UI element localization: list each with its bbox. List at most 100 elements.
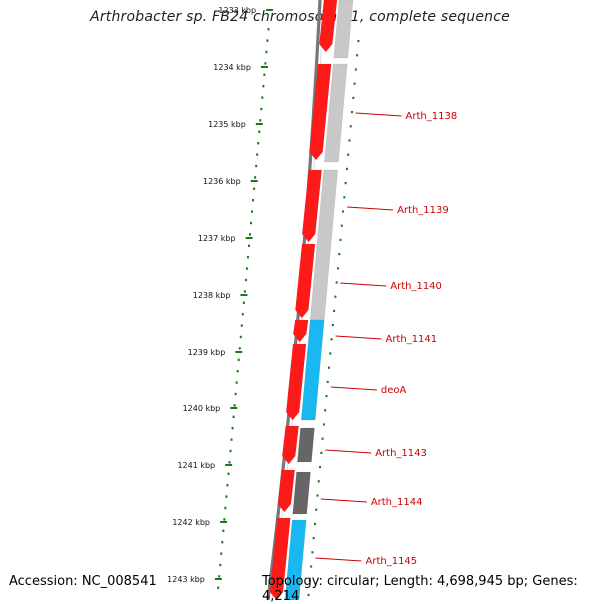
gene-callout-line (320, 498, 367, 503)
ruler-tick-major (225, 464, 233, 466)
gene-block-reverse (333, 0, 354, 59)
gene-arrow-forward (285, 343, 307, 421)
ruler-tick-minor (233, 404, 236, 407)
gene-axis-tick-minor (352, 96, 355, 99)
ruler-tick-minor (229, 449, 232, 453)
ruler-tick-minor (232, 415, 235, 418)
ruler-tick-minor (261, 96, 264, 99)
ruler-tick-minor (256, 153, 259, 156)
kbp-label: 1235 kbp (208, 120, 246, 129)
gene-axis-tick-minor (331, 324, 334, 327)
ruler-tick-minor (243, 290, 246, 293)
gene-arrow-forward (309, 63, 332, 161)
gene-block-reverse (324, 63, 348, 163)
gene-axis-tick-minor (328, 366, 331, 369)
gene-label-deoa: deoA (381, 385, 407, 396)
kbp-label: 1237 kbp (198, 234, 236, 243)
gene-axis-tick-minor (324, 409, 327, 412)
gene-axis-tick-minor (307, 593, 310, 596)
ruler-tick-major (235, 351, 243, 353)
kbp-label: 1240 kbp (183, 404, 221, 413)
ruler-ticks (214, 9, 360, 596)
ruler-tick-minor (244, 278, 247, 282)
ruler-tick-major (230, 407, 238, 409)
ruler-tick-minor (262, 85, 265, 88)
gene-callout-line (315, 557, 362, 562)
gene-axis-tick-minor (316, 494, 319, 497)
gene-label-arth_1145: Arth_1145 (366, 556, 418, 567)
gene-axis-tick-minor (357, 40, 360, 43)
kbp-label: 1238 kbp (193, 291, 231, 300)
gene-arrow-forward (319, 0, 338, 53)
ruler-tick-major (240, 294, 248, 296)
gene-callout-line (335, 335, 382, 340)
gene-axis-tick-minor (342, 210, 345, 213)
gene-axis-tick-minor (325, 395, 328, 398)
gene-arrow-forward (281, 425, 299, 465)
ruler-tick-minor (257, 142, 260, 145)
gene-axis-tick-minor (354, 68, 357, 71)
gene-axis-tick-minor (312, 537, 315, 540)
ruler-tick-minor (241, 313, 244, 316)
gene-axis-tick-minor (319, 466, 322, 469)
ruler-tick-minor (236, 370, 239, 373)
ruler-tick-minor (224, 506, 227, 510)
ruler-tick-minor (266, 39, 269, 42)
ruler-tick-major (245, 237, 253, 239)
ruler-tick-major (266, 9, 274, 11)
ruler-tick-minor (263, 73, 266, 76)
gene-axis-tick-minor (322, 423, 325, 426)
kbp-label: 1236 kbp (203, 177, 241, 186)
gene-axis-tick-minor (326, 380, 329, 383)
ruler-tick-minor (218, 575, 221, 578)
gene-axis-tick-minor (338, 253, 341, 256)
gene-axis-tick-minor (353, 82, 356, 85)
gene-axis-tick-minor (317, 480, 320, 483)
gene-axis-tick-minor (343, 196, 346, 199)
kbp-label: 1241 kbp (177, 461, 215, 470)
ruler-tick-minor (247, 244, 250, 247)
gene-callout-line (347, 206, 394, 211)
ruler-tick-minor (249, 233, 252, 236)
ruler-tick-minor (221, 541, 224, 544)
kbp-label: 1233 kbp (218, 6, 256, 15)
gene-label-arth_1143: Arth_1143 (375, 448, 427, 459)
ruler-tick-minor (255, 164, 258, 168)
gene-block-reverse (300, 319, 325, 421)
gene-label-arth_1139: Arth_1139 (397, 205, 449, 216)
gene-arrow-forward (292, 319, 309, 343)
ruler-tick-minor (259, 119, 262, 122)
gene-axis-tick-minor (336, 267, 339, 270)
ruler-tick-minor (242, 301, 245, 304)
ruler-tick-minor (238, 347, 241, 350)
ruler-tick-major (260, 66, 268, 68)
ruler-tick-minor (246, 256, 249, 259)
gene-axis-tick-minor (315, 508, 318, 511)
gene-axis-tick-minor (333, 309, 336, 312)
gene-label-arth_1140: Arth_1140 (390, 281, 442, 292)
ruler-tick-minor (220, 552, 223, 555)
gene-callout-line (355, 112, 402, 117)
accession-text: Accession: NC_008541 (9, 574, 157, 589)
ruler-labels: 1233 kbp 1234 kbp 1235 kbp 1236 kbp 1237 kbp… (167, 6, 256, 584)
ruler-tick-minor (258, 130, 261, 133)
ruler-tick-minor (253, 187, 256, 190)
ruler-tick-minor (264, 62, 267, 65)
gene-axis-tick-minor (321, 437, 324, 440)
gene-axis-tick-minor (349, 125, 352, 128)
ruler-tick-minor (234, 392, 237, 396)
gene-label-arth_1141: Arth_1141 (385, 334, 437, 345)
gene-labels: Arth_1138 Arth_1139 Arth_1140 Arth_1141 deoA… (315, 111, 457, 567)
kbp-label: 1239 kbp (188, 348, 226, 357)
gene-block-reverse (292, 471, 311, 515)
ruler-tick-minor (217, 586, 220, 589)
ruler-tick-minor (226, 484, 229, 487)
gene-axis-tick-minor (339, 238, 342, 241)
gene-axis-tick-minor (356, 54, 359, 57)
ruler-tick-minor (260, 107, 263, 111)
ruler-tick-major (250, 180, 258, 182)
ruler-tick-major (255, 123, 263, 125)
gene-axis-tick-minor (347, 153, 350, 156)
ruler-tick-minor (251, 210, 254, 213)
gene-track (269, 0, 354, 600)
